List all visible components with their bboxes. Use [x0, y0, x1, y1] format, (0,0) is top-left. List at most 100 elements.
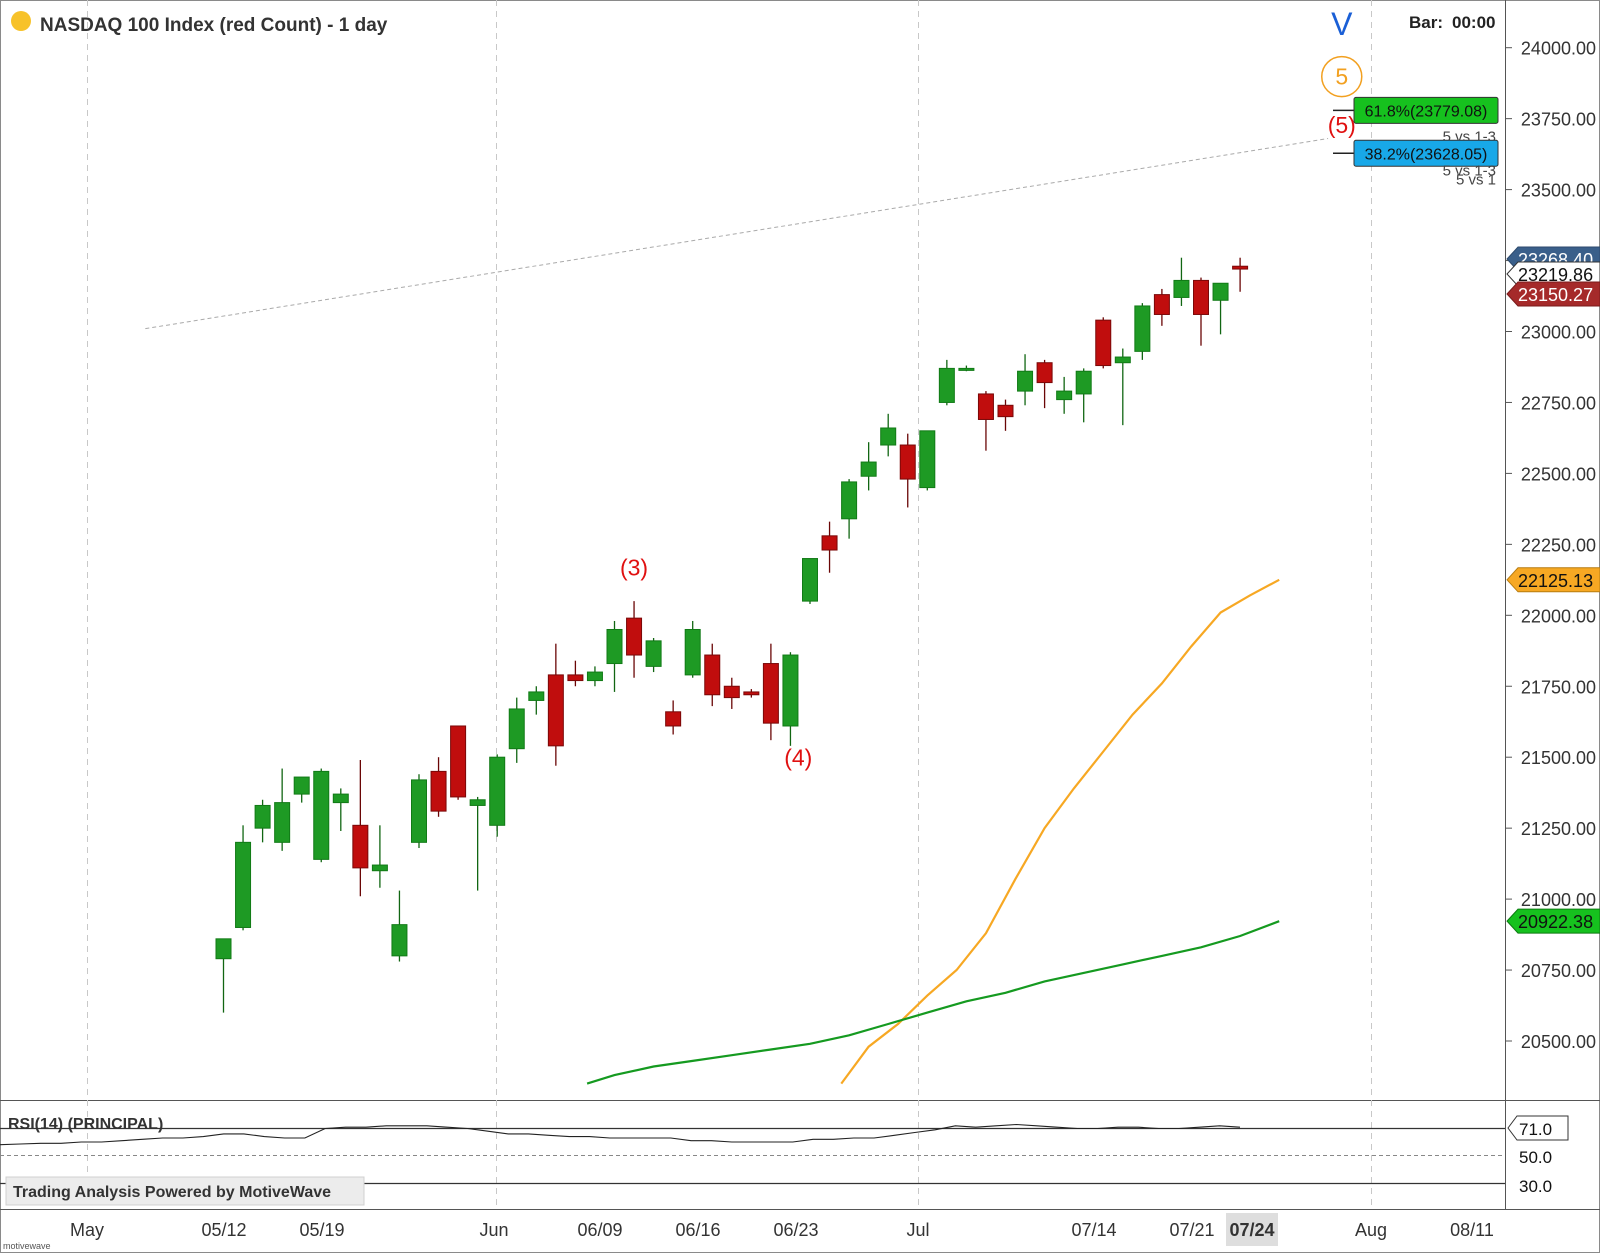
- candle-body: [528, 691, 545, 701]
- bar-timer: 00:00: [1452, 13, 1495, 32]
- bar-label: Bar:: [1409, 13, 1443, 32]
- candle: [1173, 257, 1190, 306]
- candle-body: [1075, 370, 1092, 395]
- candle: [411, 774, 427, 849]
- candle: [1095, 317, 1112, 369]
- motivewave-corner-label: motivewave: [3, 1241, 51, 1251]
- candle-body: [450, 725, 467, 798]
- price-tag-label: 23219.86: [1518, 265, 1593, 285]
- candle-body: [802, 558, 818, 602]
- candle: [977, 391, 994, 451]
- vertical-gridlines: [87, 0, 1372, 1210]
- candle-body: [371, 864, 388, 872]
- candle-body: [332, 793, 349, 804]
- candle: [215, 938, 232, 1013]
- price-axis-label: 21000.00: [1521, 890, 1596, 910]
- candle-body: [1114, 356, 1131, 364]
- branding-box: [5, 1176, 365, 1206]
- candle: [860, 442, 877, 491]
- candle-body: [1212, 282, 1229, 301]
- fib-levels-layer: 61.8%(23779.08) 5 vs 1-338.2%(23628.05) 5 …: [1333, 96, 1499, 188]
- trend-line: [145, 138, 1329, 330]
- rsi-level-30-label: 30.0: [1519, 1177, 1552, 1196]
- candle: [586, 666, 603, 687]
- current-date-highlight: [1226, 1213, 1278, 1246]
- wave-label: (4): [784, 745, 812, 771]
- candle: [821, 521, 838, 573]
- candle-body: [1193, 279, 1209, 315]
- candle-body: [352, 824, 369, 869]
- candle: [802, 558, 818, 604]
- price-axis-label: 22000.00: [1521, 606, 1596, 626]
- wave-label-circle: [1321, 55, 1363, 98]
- time-axis-label: May: [70, 1220, 104, 1240]
- candle-body: [391, 924, 408, 957]
- candle-body: [743, 691, 760, 696]
- candle: [1153, 288, 1170, 326]
- candle: [606, 620, 623, 692]
- candle: [371, 825, 388, 888]
- price-tag-label: 23150.27: [1518, 285, 1593, 305]
- wave-label: 5: [1335, 64, 1348, 90]
- candle-body: [274, 802, 291, 843]
- candle: [1193, 277, 1209, 346]
- candle: [1134, 303, 1151, 360]
- candle: [782, 652, 799, 746]
- candle-body: [665, 711, 682, 727]
- price-tag: [1506, 567, 1600, 593]
- candle: [743, 689, 760, 698]
- price-axis-label: 24000.00: [1521, 39, 1596, 59]
- candle: [450, 725, 467, 800]
- candle: [547, 643, 564, 766]
- candle: [1036, 359, 1053, 409]
- candle: [645, 638, 662, 673]
- rsi-current-tag-bg: [1507, 1115, 1569, 1141]
- candle: [704, 643, 721, 707]
- candle: [1075, 368, 1092, 423]
- candle: [997, 399, 1014, 431]
- candle-body: [293, 776, 310, 795]
- candle: [313, 768, 330, 863]
- candle: [508, 697, 525, 763]
- candle-body: [254, 804, 271, 829]
- candle: [352, 760, 369, 897]
- candle-body: [489, 756, 506, 826]
- candle: [469, 796, 486, 891]
- candle-body: [899, 444, 916, 480]
- price-tag-label: 20922.38: [1518, 912, 1593, 932]
- candle-body: [1036, 362, 1053, 384]
- candle: [391, 890, 408, 962]
- candle-body: [704, 654, 721, 696]
- wave-label: (5): [1328, 112, 1356, 138]
- candle-body: [841, 481, 858, 520]
- fib-level-box: [1353, 96, 1499, 124]
- time-axis-label: 08/11: [1450, 1220, 1494, 1240]
- candle: [274, 768, 291, 851]
- price-axis-label: 23750.00: [1521, 110, 1596, 130]
- candle: [254, 799, 271, 843]
- candle-body: [919, 430, 936, 489]
- rsi-current-value: 71.0: [1519, 1120, 1552, 1139]
- time-axis-label: 07/21: [1169, 1220, 1214, 1240]
- candle: [430, 757, 447, 817]
- candle: [880, 413, 897, 457]
- candle: [684, 620, 701, 678]
- price-tag: [1506, 908, 1600, 934]
- candle-body: [586, 671, 603, 682]
- price-axis-label: 21250.00: [1521, 819, 1596, 839]
- branding-text: Trading Analysis Powered by MotiveWave: [13, 1184, 331, 1201]
- candle-body: [1134, 305, 1151, 352]
- fib-level-label: 38.2%(23628.05): [1365, 146, 1488, 163]
- candle: [489, 754, 506, 837]
- price-axis-label: 21750.00: [1521, 677, 1596, 697]
- candle: [723, 677, 740, 709]
- price-axis-label: 22500.00: [1521, 464, 1596, 484]
- candle-body: [1017, 370, 1034, 392]
- candle-body: [723, 685, 740, 699]
- candle-body: [1095, 319, 1112, 367]
- candle: [1212, 282, 1229, 335]
- candle-body: [469, 799, 486, 806]
- fib-overlap-note: 5 vs 1-3: [1443, 162, 1496, 179]
- candle-body: [606, 628, 623, 665]
